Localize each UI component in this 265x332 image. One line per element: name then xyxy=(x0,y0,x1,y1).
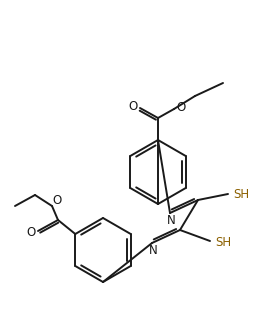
Text: N: N xyxy=(167,213,175,226)
Text: O: O xyxy=(128,100,138,113)
Text: SH: SH xyxy=(233,188,249,201)
Text: O: O xyxy=(176,101,186,114)
Text: O: O xyxy=(26,226,36,239)
Text: N: N xyxy=(149,243,157,257)
Text: O: O xyxy=(52,194,62,207)
Text: SH: SH xyxy=(215,236,231,250)
